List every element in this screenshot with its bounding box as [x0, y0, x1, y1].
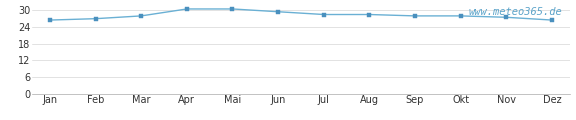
- Text: www.meteo365.de: www.meteo365.de: [468, 7, 562, 18]
